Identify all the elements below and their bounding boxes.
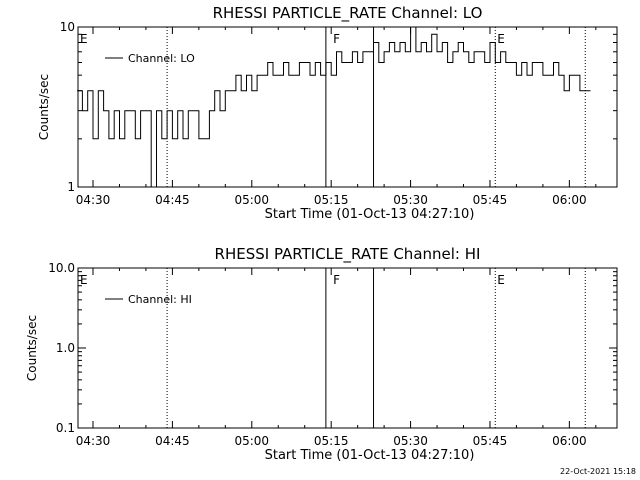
chart-panel-hi: RHESSI PARTICLE_RATE Channel: HI 04:30 04:… — [25, 245, 618, 463]
x-tick-label: 05:15 — [314, 193, 349, 207]
event-marker-label: F — [333, 273, 340, 287]
x-tick-label: 05:30 — [393, 193, 428, 207]
series-line — [77, 26, 591, 188]
x-tick-label: 06:00 — [552, 434, 587, 448]
x-tick-label: 05:45 — [473, 434, 508, 448]
y-tick-label: 10.0 — [48, 261, 75, 275]
y-tick-label: 1.0 — [56, 341, 75, 355]
legend-label: Channel: LO — [128, 52, 195, 65]
chart-title: RHESSI PARTICLE_RATE Channel: LO — [213, 4, 483, 23]
footer-timestamp: 22-Oct-2021 15:18 — [560, 467, 636, 476]
x-axis-label: Start Time (01-Oct-13 04:27:10) — [265, 448, 475, 463]
x-tick-label: 04:45 — [155, 434, 190, 448]
y-tick-label: 1 — [67, 180, 75, 194]
plot-frame — [77, 26, 618, 188]
y-tick-label: 0.1 — [56, 421, 75, 435]
chart-panel-lo: RHESSI PARTICLE_RATE Channel: LO 04:30 04:… — [37, 4, 618, 222]
y-axis-label: Counts/sec — [37, 74, 51, 140]
legend-label: Channel: HI — [128, 293, 192, 306]
y-axis-label: Counts/sec — [25, 315, 39, 381]
x-tick-label: 05:30 — [393, 434, 428, 448]
event-marker-label: F — [333, 32, 340, 46]
x-tick-label: 05:00 — [234, 434, 269, 448]
x-tick-label: 05:15 — [314, 434, 349, 448]
x-tick-label: 04:30 — [76, 434, 111, 448]
event-marker-label: E — [80, 32, 88, 46]
event-marker-label: E — [80, 273, 88, 287]
x-tick-label: 06:00 — [552, 193, 587, 207]
chart-title: RHESSI PARTICLE_RATE Channel: HI — [215, 245, 481, 264]
x-tick-label: 05:00 — [234, 193, 269, 207]
x-axis-label: Start Time (01-Oct-13 04:27:10) — [265, 207, 475, 222]
plot-frame — [77, 267, 618, 429]
x-tick-label: 04:45 — [155, 193, 190, 207]
x-tick-label: 04:30 — [76, 193, 111, 207]
y-tick-label: 10 — [60, 20, 75, 34]
event-marker-label: E — [497, 273, 505, 287]
x-tick-label: 05:45 — [473, 193, 508, 207]
event-marker-label: E — [497, 32, 505, 46]
